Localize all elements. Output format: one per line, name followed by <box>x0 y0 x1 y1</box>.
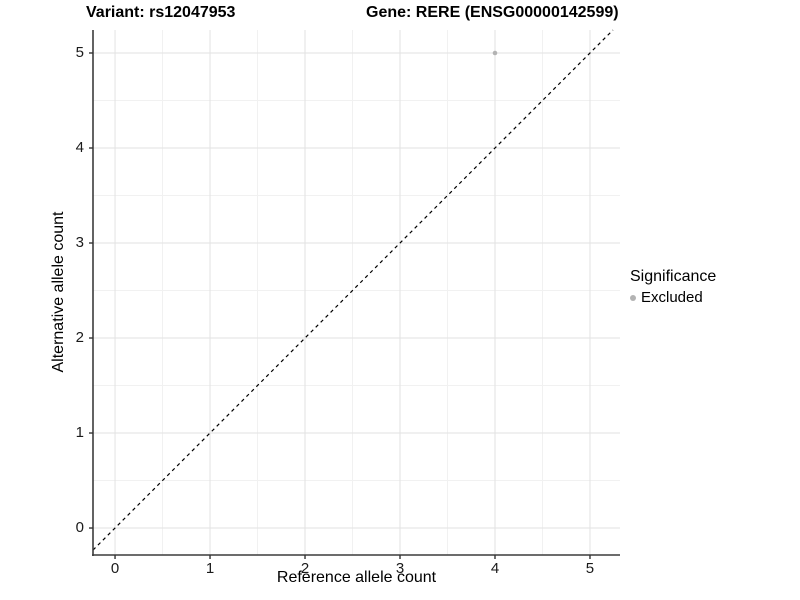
y-tick-label: 5 <box>75 43 84 61</box>
x-tick-label: 1 <box>205 560 215 577</box>
x-tick-label: 2 <box>300 560 310 577</box>
x-tick-label: 5 <box>585 560 595 577</box>
legend-item-label: Excluded <box>641 289 703 306</box>
y-tick-label: 0 <box>75 519 84 537</box>
y-tick-label: 1 <box>75 424 84 441</box>
x-axis-title: Reference allele count <box>276 569 437 586</box>
variant-title: Variant: rs12047953 <box>86 4 236 21</box>
legend-item: Excluded <box>630 289 716 306</box>
data-point <box>492 50 498 56</box>
x-tick-label: 3 <box>395 560 405 577</box>
legend-title: Significance <box>630 268 717 285</box>
gene-title: Gene: RERE (ENSG00000142599) <box>366 4 619 21</box>
x-tick-label: 4 <box>490 560 500 577</box>
legend-items: Excluded <box>630 289 716 306</box>
y-tick-label: 4 <box>75 138 84 156</box>
legend: Significance Excluded <box>630 268 716 306</box>
y-tick-label: 2 <box>75 329 84 346</box>
x-tick-label: 0 <box>110 560 120 577</box>
y-tick-label: 3 <box>75 234 84 251</box>
legend-point-icon <box>630 294 636 301</box>
